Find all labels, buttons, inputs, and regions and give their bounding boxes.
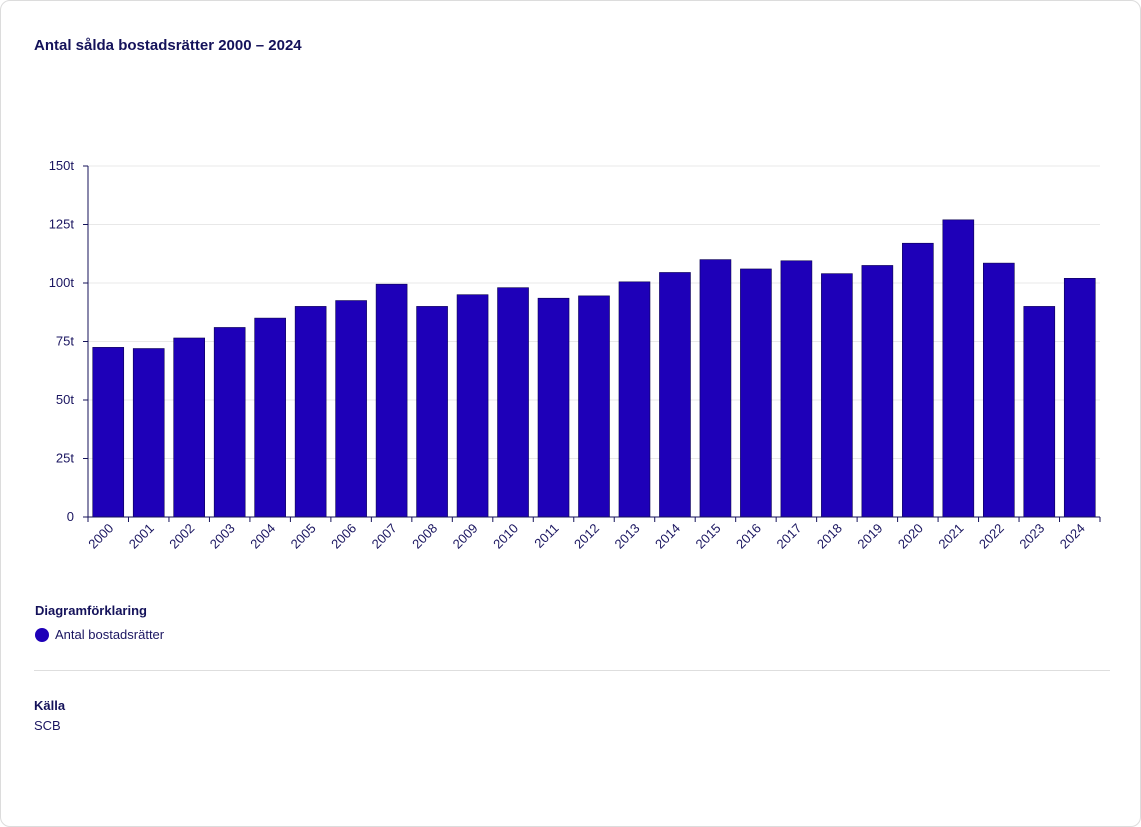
x-tick-label: 2021	[935, 521, 966, 552]
legend-item: Antal bostadsrätter	[35, 627, 164, 642]
y-tick-label: 50t	[56, 392, 74, 407]
bar-2019	[861, 265, 894, 518]
source-value: SCB	[34, 718, 61, 733]
bar-2000	[92, 347, 125, 518]
bar-2011	[537, 297, 570, 518]
bar-2017	[780, 260, 813, 518]
x-tick-label: 2009	[450, 521, 481, 552]
bar-2008	[416, 306, 448, 518]
bar-2005	[294, 306, 327, 518]
y-tick-label: 75t	[56, 334, 74, 349]
x-tick-label: 2006	[328, 521, 359, 552]
bars	[92, 219, 1096, 518]
x-tick-label: 2000	[85, 521, 116, 552]
x-tick-label: 2017	[773, 521, 804, 552]
y-tick-label: 150t	[49, 158, 75, 173]
x-tick-label: 2016	[733, 521, 764, 552]
bar-2015	[699, 259, 732, 518]
x-tick-label: 2005	[288, 521, 319, 552]
legend-heading: Diagramförklaring	[35, 603, 147, 618]
x-tick-label: 2007	[369, 521, 400, 552]
bar-2012	[578, 295, 610, 518]
bar-2014	[659, 272, 691, 518]
divider	[34, 670, 1110, 671]
legend-item-label: Antal bostadsrätter	[55, 627, 165, 642]
bar-2003	[213, 327, 246, 518]
x-tick-label: 2019	[854, 521, 885, 552]
bar-2013	[618, 281, 651, 518]
x-tick-label: 2001	[126, 521, 157, 552]
bar-2001	[132, 348, 165, 518]
x-tick-label: 2024	[1057, 521, 1088, 552]
y-tick-label: 125t	[49, 217, 75, 232]
x-tick-label: 2003	[207, 521, 238, 552]
x-tick-label: 2010	[490, 521, 521, 552]
y-tick-label: 0	[67, 509, 74, 524]
x-tick-label: 2022	[976, 521, 1007, 552]
chart-title: Antal sålda bostadsrätter 2000 – 2024	[34, 37, 302, 54]
x-tick-label: 2023	[1016, 521, 1047, 552]
x-tick-label: 2014	[652, 521, 683, 552]
legend-dot	[35, 627, 49, 642]
x-tick-label: 2004	[247, 521, 278, 552]
x-tick-label: 2011	[531, 521, 561, 551]
bar-2021	[942, 219, 975, 518]
x-tick-label: 2018	[814, 521, 845, 552]
bar-2002	[173, 337, 205, 518]
source-heading: Källa	[34, 698, 66, 713]
y-axis-ticks: 0 25t 50t 75t 100t 125t 150t	[49, 158, 88, 524]
x-tick-label: 2015	[693, 521, 724, 552]
bar-2020	[902, 242, 934, 518]
bar-2006	[335, 300, 367, 518]
bar-2007	[375, 283, 408, 518]
y-tick-label: 25t	[56, 451, 74, 466]
bar-2009	[456, 294, 489, 518]
x-tick-label: 2012	[571, 521, 602, 552]
x-axis-ticks: 2000 2001 2002 2003 2004 2005 2006 2007 2008 2009…	[85, 517, 1101, 552]
x-tick-label: 2013	[612, 521, 643, 552]
bar-2016	[740, 268, 772, 518]
bar-2024	[1063, 278, 1096, 518]
x-tick-label: 2008	[409, 521, 440, 552]
bar-2018	[821, 273, 853, 518]
y-tick-label: 100t	[49, 275, 75, 290]
bar-2010	[497, 287, 529, 518]
bar-2023	[1023, 306, 1056, 518]
x-tick-label: 2020	[895, 521, 926, 552]
bar-2004	[254, 317, 286, 518]
x-tick-label: 2002	[166, 521, 197, 552]
bar-2022	[982, 262, 1015, 518]
